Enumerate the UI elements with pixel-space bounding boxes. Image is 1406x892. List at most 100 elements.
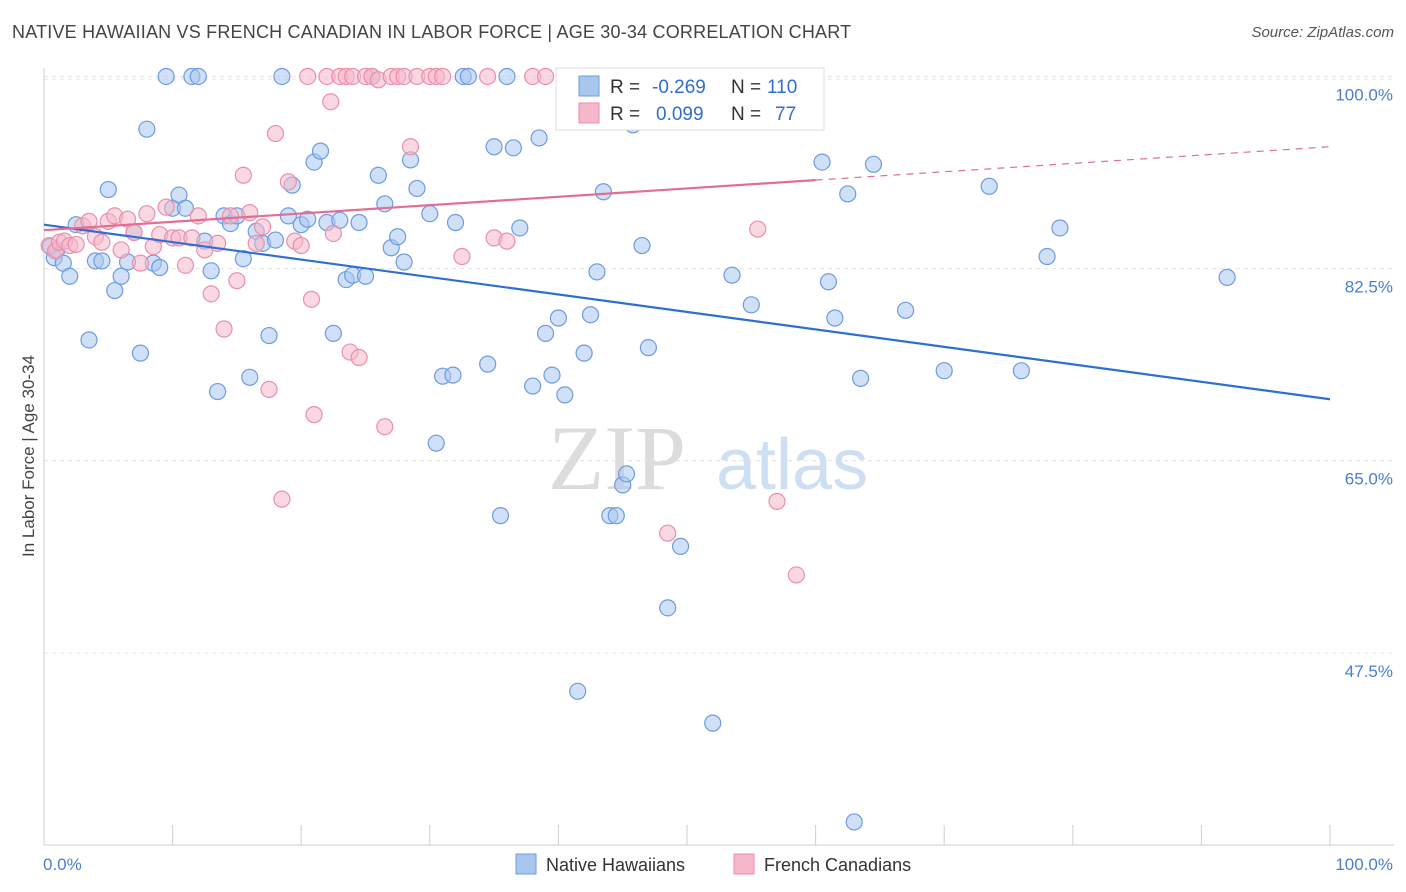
point-native-hawaiians [588,263,606,281]
point-french-canadians [234,166,252,184]
point-native-hawaiians [575,344,593,362]
bottom-legend: Native Hawaiians French Canadians [515,853,911,875]
watermark-zip: ZIP [548,407,686,509]
point-french-canadians [292,236,310,255]
point-french-canadians [260,380,278,398]
point-french-canadians [324,224,342,243]
point-native-hawaiians [671,537,690,555]
point-native-hawaiians [864,155,883,173]
stats-r-value-pink: 0.099 [656,104,704,125]
point-native-hawaiians [617,465,636,483]
point-native-hawaiians [350,213,368,232]
point-french-canadians [221,207,240,225]
point-french-canadians [273,490,291,508]
point-french-canadians [157,198,175,216]
stats-r-value-blue: -0.269 [652,77,706,98]
point-native-hawaiians [241,368,259,386]
point-french-canadians [228,272,246,290]
stats-n-value-blue: 110 [767,77,797,98]
stats-r-label-blue: R = [610,77,640,98]
point-native-hawaiians [369,166,387,184]
chart-title: NATIVE HAWAIIAN VS FRENCH CANADIAN IN LA… [12,22,852,42]
point-native-hawaiians [639,339,658,357]
point-native-hawaiians [498,67,516,86]
point-native-hawaiians [704,714,722,732]
point-native-hawaiians [93,252,111,270]
point-french-canadians [67,235,85,254]
point-native-hawaiians [504,139,522,157]
y-tick-label: 47.5% [1345,662,1393,681]
x-tick-label-end: 100.0% [1335,855,1393,874]
point-native-hawaiians [607,507,625,525]
point-native-hawaiians [813,153,831,171]
point-french-canadians [749,220,767,238]
source-label: Source: ZipAtlas.com [1251,24,1394,41]
point-native-hawaiians [311,142,330,160]
point-native-hawaiians [176,199,195,217]
point-native-hawaiians [99,180,117,199]
point-native-hawaiians [273,67,291,86]
stats-legend-blue-swatch [578,75,600,97]
point-native-hawaiians [324,324,342,342]
point-native-hawaiians [897,301,915,319]
point-native-hawaiians [395,253,413,271]
point-french-canadians [498,232,516,250]
point-native-hawaiians [202,262,220,280]
point-native-hawaiians [659,599,677,617]
point-native-hawaiians [530,129,548,147]
point-french-canadians [247,234,265,252]
point-native-hawaiians [189,67,207,86]
point-native-hawaiians [138,120,156,138]
point-french-canadians [138,205,156,223]
point-french-canadians [176,256,195,274]
point-native-hawaiians [112,267,130,285]
y-tick-label: 100.0% [1335,85,1393,104]
point-native-hawaiians [444,366,462,384]
point-native-hawaiians [852,369,870,387]
point-native-hawaiians [209,382,227,401]
point-french-canadians [305,406,323,424]
point-native-hawaiians [536,324,555,342]
point-french-canadians [254,218,272,236]
trend-line-french-canadians [43,179,816,232]
watermark-atlas: atlas [716,425,868,505]
point-native-hawaiians [1218,268,1236,286]
point-native-hawaiians [157,67,175,86]
point-native-hawaiians [1051,219,1069,237]
point-native-hawaiians [61,267,79,285]
point-native-hawaiians [446,213,465,232]
point-native-hawaiians [543,366,561,384]
point-french-canadians [80,212,98,230]
point-native-hawaiians [266,231,285,249]
watermark: ZIP atlas [548,407,868,509]
trend-line-native-hawaiians [43,223,1331,401]
point-french-canadians [434,67,452,86]
point-native-hawaiians [485,138,503,156]
stats-legend: R = -0.269 N = 110 R = 0.099 N = 77 [555,67,825,131]
point-french-canadians [376,418,394,436]
point-native-hawaiians [299,210,317,228]
point-native-hawaiians [556,386,574,404]
point-native-hawaiians [408,179,426,198]
point-native-hawaiians [819,273,838,291]
stats-n-label-pink: N = [731,104,761,125]
point-native-hawaiians [491,507,510,525]
stats-r-label-pink: R = [610,104,640,125]
grid-lines [44,75,1394,654]
legend-label-french-canadians: French Canadians [764,855,911,875]
point-native-hawaiians [459,67,477,86]
point-french-canadians [215,320,233,338]
point-french-canadians [787,566,805,584]
point-native-hawaiians [723,266,741,284]
point-french-canadians [299,67,317,86]
point-native-hawaiians [80,331,98,349]
point-french-canadians [453,247,471,266]
stats-legend-pink-swatch [578,102,600,124]
stats-legend-box [555,67,825,131]
legend-swatch-french-canadians [733,853,755,875]
point-native-hawaiians [581,306,600,324]
point-native-hawaiians [980,177,998,195]
series-french-canadians [40,67,805,584]
point-native-hawaiians [479,355,497,373]
